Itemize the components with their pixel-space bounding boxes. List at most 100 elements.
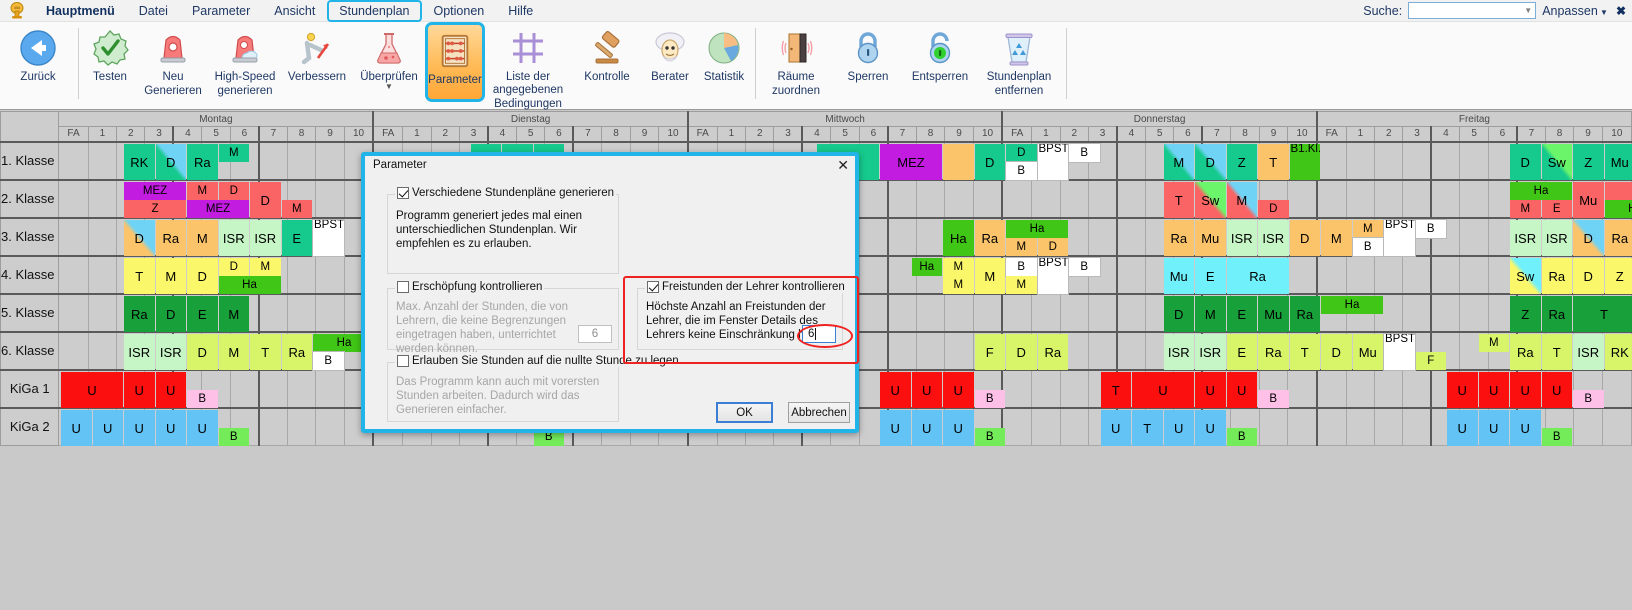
timetable-cell[interactable] (944, 292, 974, 332)
timetable-cell[interactable] (1402, 292, 1432, 332)
lesson-block[interactable]: U (155, 372, 186, 408)
timetable-cell[interactable] (1315, 178, 1347, 218)
timetable-cell[interactable] (1315, 140, 1347, 180)
toolbar-button-kontrolle[interactable]: Kontrolle (571, 22, 643, 106)
lesson-block[interactable]: D (974, 144, 1005, 180)
lesson-block[interactable]: D (1258, 200, 1289, 218)
lesson-block[interactable]: M (218, 334, 249, 370)
lesson-block[interactable]: D (187, 334, 218, 370)
timetable-cell[interactable] (1031, 368, 1061, 408)
lesson-block[interactable]: M (218, 296, 249, 332)
lesson-block[interactable]: ISR (1510, 220, 1541, 256)
timetable-cell[interactable] (1374, 368, 1404, 408)
timetable-cell[interactable] (1287, 368, 1318, 408)
checkbox-exhaustion[interactable]: Erschöpfung kontrollieren (395, 281, 545, 293)
timetable-cell[interactable] (1115, 140, 1146, 180)
checkbox-icon[interactable] (397, 187, 409, 199)
lesson-block[interactable]: B (1005, 257, 1038, 277)
lesson-block[interactable]: Ha (1321, 296, 1383, 314)
lesson-block[interactable]: E (281, 220, 312, 256)
timetable-cell[interactable] (1115, 178, 1146, 218)
lesson-block[interactable]: B (312, 351, 345, 371)
lesson-block[interactable]: MEZ (880, 144, 942, 180)
lesson-block[interactable]: U (943, 410, 974, 446)
lesson-block[interactable]: Mu (1573, 182, 1604, 218)
lesson-block[interactable]: U (1478, 372, 1509, 408)
checkbox-icon[interactable] (397, 281, 409, 293)
lesson-block[interactable]: B (1258, 390, 1289, 408)
toolbar-button-r-ume[interactable]: Räume zuordnen (760, 22, 832, 106)
timetable-cell[interactable] (1601, 406, 1632, 446)
lesson-block[interactable]: Z (1510, 296, 1541, 332)
lesson-block[interactable]: Mu (1163, 258, 1194, 294)
lesson-block[interactable]: D (1006, 334, 1037, 370)
menu-item-optionen[interactable]: Optionen (433, 3, 485, 18)
timetable-cell[interactable] (1459, 292, 1489, 332)
timetable-cell[interactable] (1059, 178, 1089, 218)
lesson-block[interactable]: D (1573, 220, 1604, 256)
menu-item-ansicht[interactable]: Ansicht (274, 3, 316, 18)
lesson-block[interactable]: U (187, 410, 218, 446)
timetable-cell[interactable] (858, 216, 889, 256)
lesson-block[interactable]: U (1195, 410, 1226, 446)
timetable-cell[interactable] (1430, 140, 1461, 180)
lesson-block[interactable]: U (1510, 372, 1541, 408)
chevron-down-icon[interactable]: ▼ (385, 82, 393, 91)
lesson-block[interactable]: U (880, 410, 911, 446)
timetable-cell[interactable] (1031, 178, 1061, 218)
lesson-block[interactable]: RK (1604, 334, 1632, 370)
lesson-block[interactable]: Ra (155, 220, 186, 256)
timetable-cell[interactable] (1402, 254, 1432, 294)
toolbar-button-parameter[interactable]: Parameter (425, 22, 485, 102)
timetable-cell[interactable] (315, 178, 345, 218)
lesson-block[interactable]: B (1541, 428, 1572, 446)
lesson-block[interactable]: B (1068, 257, 1101, 277)
lesson-block[interactable]: M (1006, 238, 1037, 256)
timetable-cell[interactable] (315, 292, 345, 332)
lesson-block[interactable]: Ra (1541, 296, 1572, 332)
lesson-block[interactable]: Ha (313, 334, 375, 352)
timetable-cell[interactable] (1374, 406, 1404, 446)
lesson-block[interactable]: Ha (1510, 182, 1572, 200)
timetable-cell[interactable] (1001, 406, 1033, 446)
timetable-cell[interactable] (315, 254, 345, 294)
timetable-cell[interactable] (1115, 216, 1146, 256)
timetable-cell[interactable] (1059, 292, 1089, 332)
timetable-cell[interactable] (315, 406, 345, 446)
timetable-cell[interactable] (87, 330, 118, 370)
lesson-block[interactable]: Ha (1604, 200, 1632, 218)
timetable-cell[interactable] (1459, 254, 1489, 294)
lesson-block[interactable]: M (1226, 182, 1257, 218)
timetable-cell[interactable] (858, 254, 889, 294)
timetable-cell[interactable] (1087, 216, 1118, 256)
lesson-block[interactable]: ISR (1573, 334, 1604, 370)
lesson-block[interactable]: M (1163, 144, 1194, 180)
timetable-cell[interactable] (944, 178, 974, 218)
lesson-block[interactable]: U (1447, 372, 1478, 408)
lesson-block[interactable]: U (61, 410, 92, 446)
lesson-block[interactable]: B (1068, 143, 1101, 163)
lesson-block[interactable]: Mu (1604, 144, 1632, 180)
lesson-block[interactable]: D (218, 258, 249, 276)
checkbox-free-hours[interactable]: Freistunden der Lehrer kontrollieren (645, 281, 847, 293)
lesson-block[interactable]: B PST (1036, 143, 1069, 181)
lesson-block[interactable]: U (1132, 372, 1194, 408)
lesson-block[interactable]: T (1289, 334, 1320, 370)
lesson-block[interactable]: Z (1573, 144, 1604, 180)
lesson-block[interactable]: T (1541, 334, 1572, 370)
timetable-cell[interactable] (1001, 368, 1033, 408)
lesson-block[interactable]: B (1005, 161, 1038, 181)
lesson-block[interactable]: U (1100, 410, 1131, 446)
timetable-cell[interactable] (886, 216, 917, 256)
lesson-block[interactable]: B (974, 390, 1005, 408)
lesson-block[interactable]: ISR (1163, 334, 1194, 370)
lesson-block[interactable]: Z (1226, 144, 1257, 180)
lesson-block[interactable]: T (1132, 410, 1163, 446)
timetable-cell[interactable] (257, 406, 288, 446)
timetable-cell[interactable] (858, 292, 889, 332)
timetable-cell[interactable] (1315, 368, 1347, 408)
lesson-block[interactable]: T (1163, 182, 1194, 218)
timetable-cell[interactable] (1315, 254, 1347, 294)
checkbox-icon[interactable] (397, 355, 409, 367)
lesson-block[interactable]: D (187, 258, 218, 294)
